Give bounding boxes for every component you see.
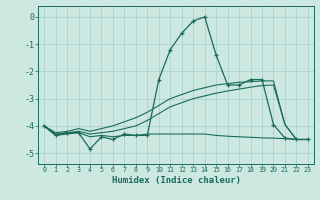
X-axis label: Humidex (Indice chaleur): Humidex (Indice chaleur) bbox=[111, 176, 241, 185]
